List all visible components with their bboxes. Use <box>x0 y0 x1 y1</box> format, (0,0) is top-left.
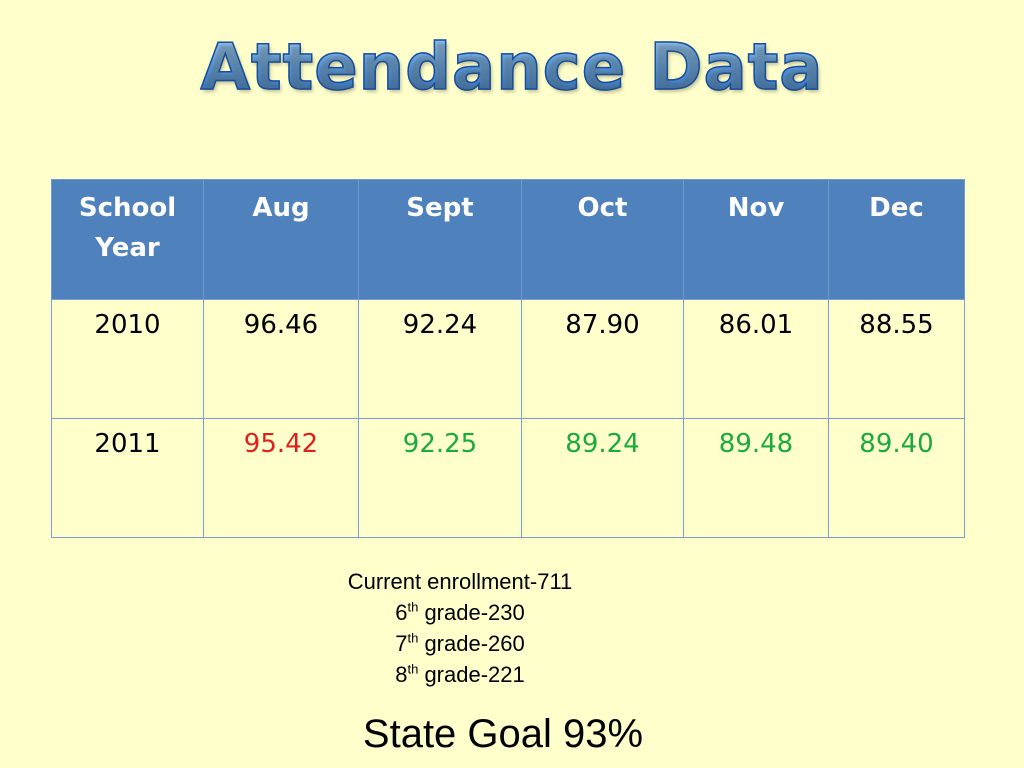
cell-oct: 87.90 <box>521 299 684 419</box>
header-school-year-line2: Year <box>95 233 160 263</box>
table-header-row: School Year Aug Sept Oct Nov Dec <box>51 179 965 300</box>
grade8-number: 8 <box>395 662 408 687</box>
header-aug: Aug <box>203 179 359 300</box>
header-oct: Oct <box>521 179 684 300</box>
grade8-suffix: th <box>407 661 419 677</box>
cell-dec: 88.55 <box>828 299 965 419</box>
header-school-year-line1: School <box>78 193 177 223</box>
grade7-suffix: th <box>407 630 419 646</box>
header-dec: Dec <box>828 179 965 300</box>
cell-nov: 89.48 <box>683 418 829 538</box>
grade6-number: 6 <box>395 600 408 625</box>
grade7-count: grade-260 <box>418 631 525 656</box>
grade6-suffix: th <box>407 599 419 615</box>
grade6-count: grade-230 <box>418 600 525 625</box>
header-nov: Nov <box>683 179 829 300</box>
enrollment-current: Current enrollment-711 <box>347 569 573 594</box>
cell-oct: 89.24 <box>521 418 684 538</box>
table-row: 2010 96.46 92.24 87.90 86.01 88.55 <box>51 299 965 419</box>
attendance-table-container: School Year Aug Sept Oct Nov Dec 2010 96… <box>51 179 965 538</box>
grade8-count: grade-221 <box>418 662 525 687</box>
enrollment-grade6: 6th grade-230 <box>310 597 610 628</box>
cell-aug: 95.42 <box>203 418 359 538</box>
cell-sept: 92.24 <box>358 299 522 419</box>
cell-year: 2010 <box>51 299 204 419</box>
state-goal: State Goal 93% <box>362 712 644 756</box>
header-school-year: School Year <box>51 179 204 300</box>
cell-aug: 96.46 <box>203 299 359 419</box>
cell-sept: 92.25 <box>358 418 522 538</box>
cell-year: 2011 <box>51 418 204 538</box>
cell-dec: 89.40 <box>828 418 965 538</box>
enrollment-info: Current enrollment-711 6th grade-230 7th… <box>310 566 610 690</box>
enrollment-grade7: 7th grade-260 <box>310 628 610 659</box>
grade7-number: 7 <box>395 631 408 656</box>
attendance-table: School Year Aug Sept Oct Nov Dec 2010 96… <box>51 179 965 538</box>
header-sept: Sept <box>358 179 522 300</box>
cell-nov: 86.01 <box>683 299 829 419</box>
page-title: Attendance Data <box>0 28 1024 108</box>
enrollment-grade8: 8th grade-221 <box>310 659 610 690</box>
table-row: 2011 95.42 92.25 89.24 89.48 89.40 <box>51 418 965 538</box>
